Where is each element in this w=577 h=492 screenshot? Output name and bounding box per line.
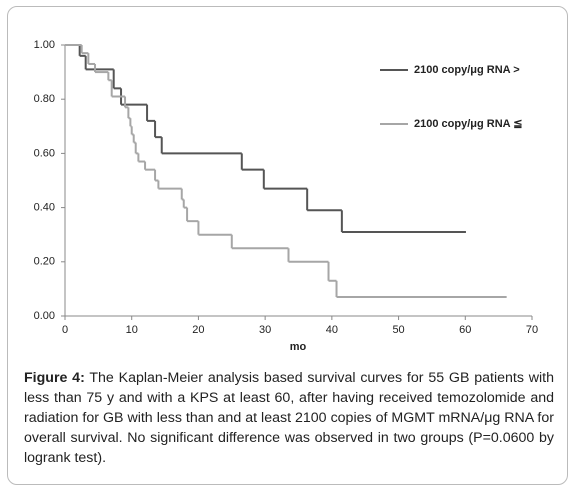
- x-tick-label: 40: [326, 324, 338, 336]
- y-tick-label: 1.00: [34, 39, 55, 51]
- caption: Figure 4: The Kaplan-Meier analysis base…: [24, 368, 554, 468]
- legend-label: 2100 copy/μg RNA ≦: [414, 118, 522, 130]
- y-tick-label: 0.20: [34, 256, 55, 268]
- x-axis-label: mo: [290, 341, 307, 353]
- x-tick-label: 10: [126, 324, 138, 336]
- y-tick-label: 0.40: [34, 202, 55, 214]
- x-tick-label: 60: [459, 324, 471, 336]
- legend-label: 2100 copy/μg RNA >: [414, 64, 520, 76]
- x-tick-label: 70: [526, 324, 538, 336]
- caption-label: Figure 4:: [24, 370, 85, 386]
- y-tick-label: 0.80: [34, 93, 55, 105]
- y-tick-label: 0.60: [34, 147, 55, 159]
- frame: [7, 6, 568, 485]
- x-tick-label: 20: [192, 324, 204, 336]
- chart: mo 0.00 0.20 0.40 0.60 0.80 1.00 0 10 20 30 40 50 60…: [34, 39, 539, 353]
- x-tick-label: 30: [259, 324, 271, 336]
- y-tick-label: 0.00: [34, 310, 55, 322]
- x-tick-label: 0: [62, 324, 68, 336]
- caption-text: The Kaplan-Meier analysis based survival…: [24, 370, 554, 466]
- x-tick-label: 50: [392, 324, 404, 336]
